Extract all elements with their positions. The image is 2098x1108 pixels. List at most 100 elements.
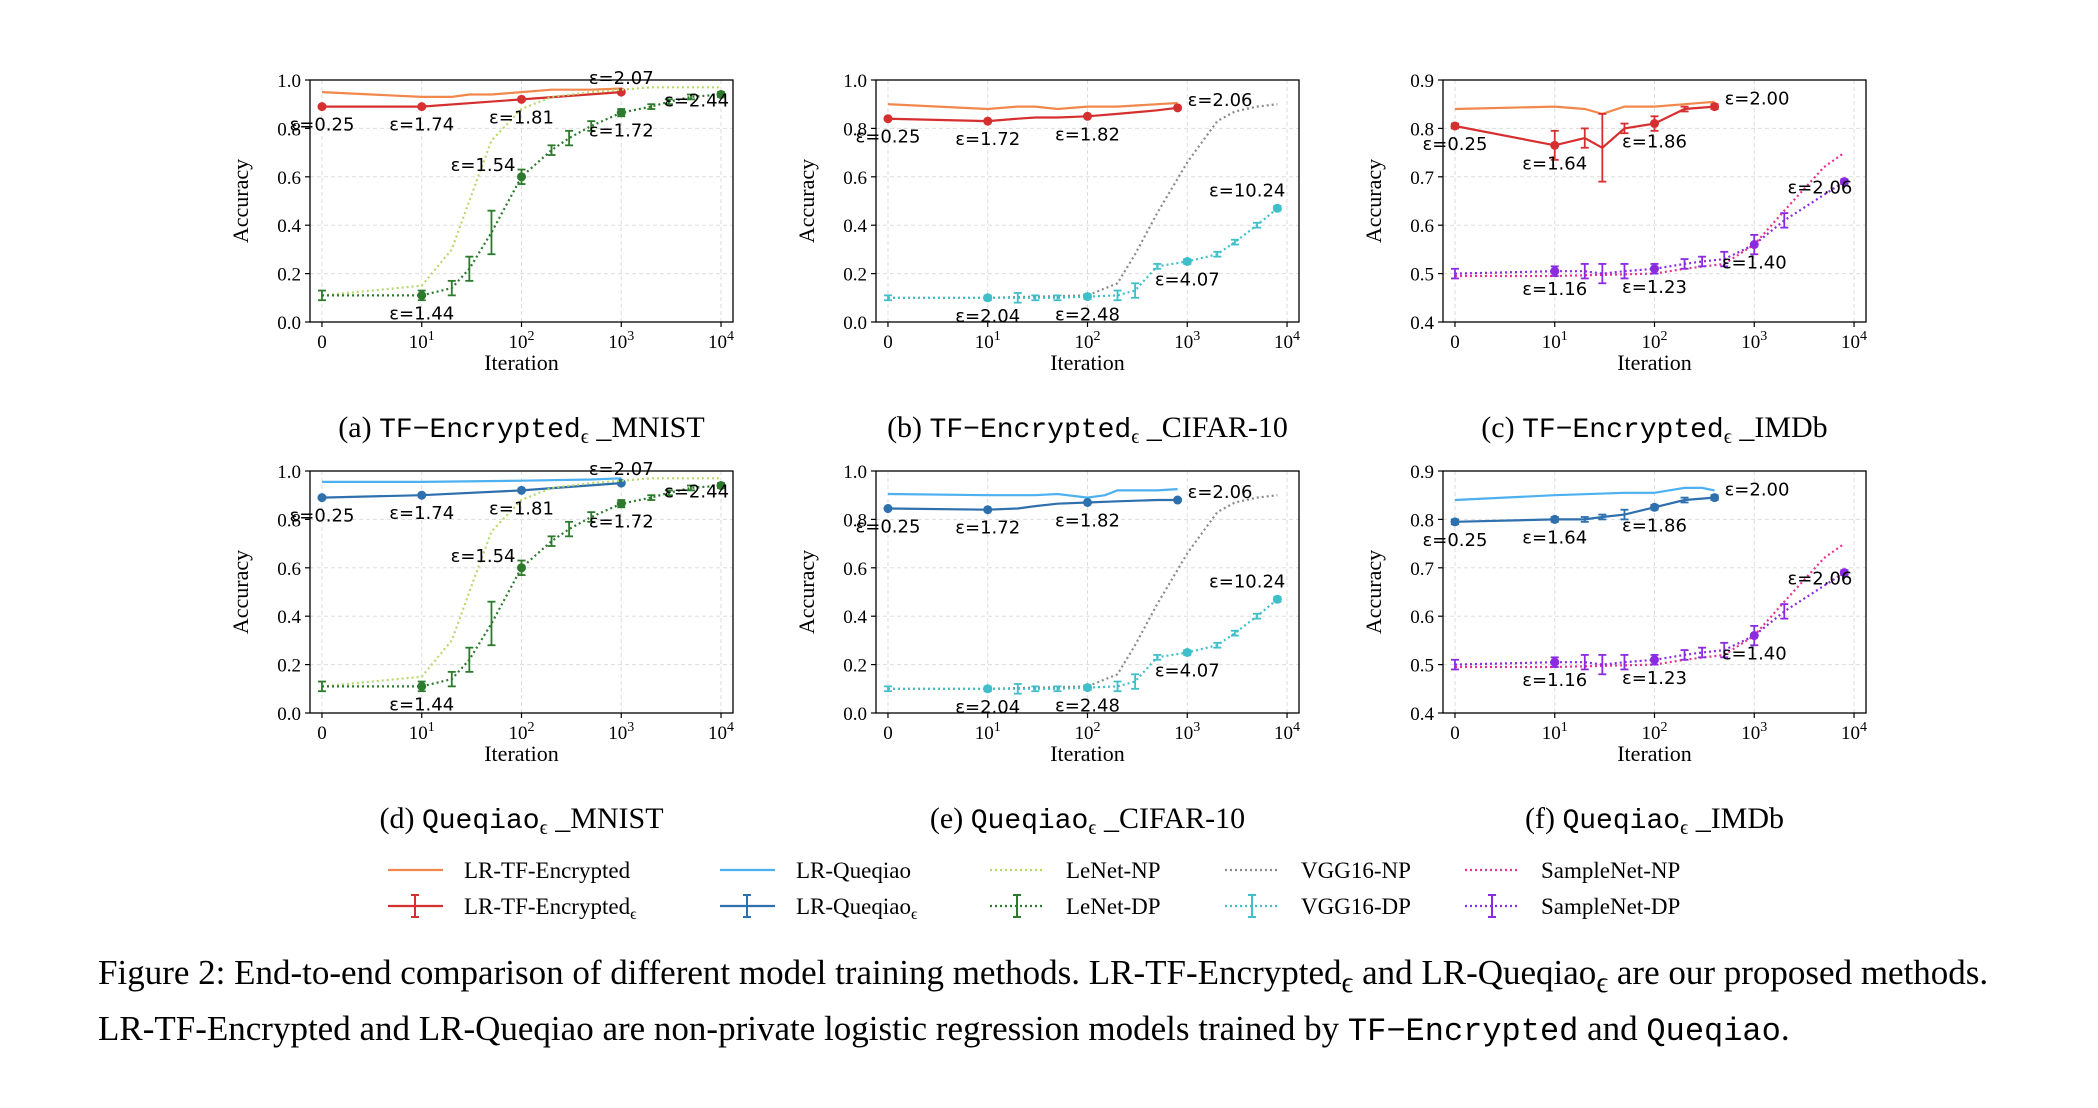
y-tick-label: 0.6 <box>277 559 301 580</box>
annotation-label: ε=1.74 <box>389 115 454 136</box>
x-tick-label: 103 <box>608 329 634 353</box>
series-line-lenet_np <box>321 477 721 688</box>
chart-panel-b: 0.0 0.2 0.4 0.6 0.8 1.0 0 101 102 103 104 Iteration… <box>794 71 1300 448</box>
legend-item-lenet_np: LeNet-NP <box>990 858 1161 883</box>
data-point <box>983 293 993 303</box>
y-tick-label: 0.8 <box>277 119 301 140</box>
series-line-lr_dp_tf <box>887 106 1178 123</box>
y-tick-label: 0.8 <box>277 510 301 531</box>
data-point <box>1083 497 1092 507</box>
annotation-label: ε=1.64 <box>1522 153 1587 174</box>
y-tick-label: 0.4 <box>277 216 301 237</box>
annotation-label: ε=1.74 <box>389 503 454 524</box>
y-tick-label: 0.6 <box>1410 607 1434 628</box>
x-tick-label: 101 <box>409 720 435 744</box>
legend-label: SampleNet-DP <box>1541 894 1680 919</box>
annotation-label: ε=10.24 <box>1209 571 1285 592</box>
chart-panel-a: 0.0 0.2 0.4 0.6 0.8 1.0 0 101 102 103 104 Iteration… <box>228 68 734 448</box>
y-tick-label: 0.4 <box>1410 704 1434 725</box>
legend-item-lenet_dp: LeNet-DP <box>990 894 1161 919</box>
y-tick-label: 0.2 <box>277 265 301 286</box>
y-tick-label: 0.8 <box>1410 119 1434 140</box>
data-point <box>983 684 993 694</box>
legend-item-lr_dp_q: LR-Queqiaoϵ <box>720 894 918 923</box>
series-line-samp_dp <box>1454 180 1845 275</box>
legend-label: LeNet-DP <box>1066 894 1161 919</box>
y-axis-label: Accuracy <box>1361 159 1386 243</box>
data-point <box>1083 292 1092 302</box>
y-tick-label: 0.6 <box>843 168 867 189</box>
data-point <box>883 504 893 514</box>
legend: LR-TF-Encrypted LR-Queqiao LeNet-NP VGG16-N… <box>388 858 1680 923</box>
y-tick-label: 0.0 <box>277 313 301 334</box>
annotation-label: ε=2.06 <box>1188 482 1253 503</box>
caption-mono-2: Queqiao <box>1646 1013 1781 1050</box>
x-tick-label: 104 <box>1274 720 1300 744</box>
data-point <box>1450 121 1460 131</box>
x-tick-label: 0 <box>883 332 893 353</box>
data-point <box>417 681 427 691</box>
annotation-label: ε=1.44 <box>389 303 454 324</box>
data-point <box>1839 177 1849 187</box>
annotation-label: ε=2.06 <box>1787 569 1852 590</box>
annotation-label: ε=1.86 <box>1622 515 1687 536</box>
data-point <box>1650 655 1659 665</box>
data-point <box>517 485 526 495</box>
y-axis-label: Accuracy <box>794 159 819 243</box>
y-tick-label: 1.0 <box>277 71 301 92</box>
caption-text-2: and LR-Queqiao <box>1353 953 1597 992</box>
series-line-lr_dp_q <box>321 482 622 499</box>
y-tick-label: 1.0 <box>843 462 867 483</box>
data-point <box>1550 266 1560 276</box>
annotation-label: ε=10.24 <box>1209 180 1285 201</box>
series-line-lr_dp_q <box>1454 496 1715 523</box>
annotation-label: ε=0.25 <box>1423 134 1488 155</box>
data-point <box>317 102 327 112</box>
x-axis-label: Iteration <box>484 350 559 375</box>
series-line-samp_dp <box>1454 571 1845 666</box>
chart-panel-d: 0.0 0.2 0.4 0.6 0.8 1.0 0 101 102 103 104 Iteration… <box>228 459 734 839</box>
data-point <box>1839 568 1849 578</box>
caption-text-4: and <box>1578 1009 1647 1048</box>
x-tick-label: 103 <box>608 720 634 744</box>
annotation-label: ε=4.07 <box>1155 661 1220 682</box>
annotation-label: ε=1.40 <box>1722 644 1787 665</box>
annotation-label: ε=1.81 <box>489 498 554 519</box>
y-tick-label: 0.8 <box>843 119 867 140</box>
y-tick-label: 0.5 <box>1410 265 1434 286</box>
figure-caption: Figure 2: End-to-end comparison of diffe… <box>98 950 1998 1054</box>
legend-label: LeNet-NP <box>1066 858 1161 883</box>
x-tick-label: 104 <box>1841 329 1867 353</box>
annotation-label: ε=1.82 <box>1055 510 1120 531</box>
data-point <box>1272 594 1282 604</box>
data-point <box>1173 103 1183 113</box>
subfigure-caption: (a) TF−Encryptedϵ _MNIST <box>338 411 704 448</box>
annotation-label: ε=2.06 <box>1787 178 1852 199</box>
legend-label: LR-Queqiaoϵ <box>796 894 918 923</box>
annotation-label: ε=0.25 <box>856 517 921 538</box>
annotation-label: ε=0.25 <box>290 506 355 527</box>
annotation-label: ε=2.44 <box>664 91 729 112</box>
y-tick-label: 0.4 <box>1410 313 1434 334</box>
annotation-label: ε=0.25 <box>290 115 355 136</box>
series-line-lenet_np <box>321 86 721 297</box>
x-tick-label: 0 <box>1450 332 1460 353</box>
series-line-lr_np_tf <box>887 101 1178 111</box>
x-tick-label: 0 <box>1450 723 1460 744</box>
y-axis-label: Accuracy <box>228 159 253 243</box>
x-axis-label: Iteration <box>484 741 559 766</box>
annotation-label: ε=2.00 <box>1725 480 1790 501</box>
x-tick-label: 103 <box>1741 329 1767 353</box>
data-point <box>1173 495 1183 505</box>
data-point <box>1710 493 1720 503</box>
x-tick-label: 103 <box>1174 329 1200 353</box>
y-tick-label: 0.4 <box>843 216 867 237</box>
legend-label: LR-Queqiao <box>796 858 911 883</box>
y-tick-label: 0.4 <box>843 607 867 628</box>
data-point <box>1650 502 1659 512</box>
series-line-lenet_dp <box>322 484 722 688</box>
series-line-lr_np_tf <box>321 87 622 99</box>
annotation-label: ε=2.00 <box>1725 89 1790 110</box>
legend-label: LR-TF-Encryptedϵ <box>464 894 637 923</box>
annotation-label: ε=1.16 <box>1522 670 1587 691</box>
